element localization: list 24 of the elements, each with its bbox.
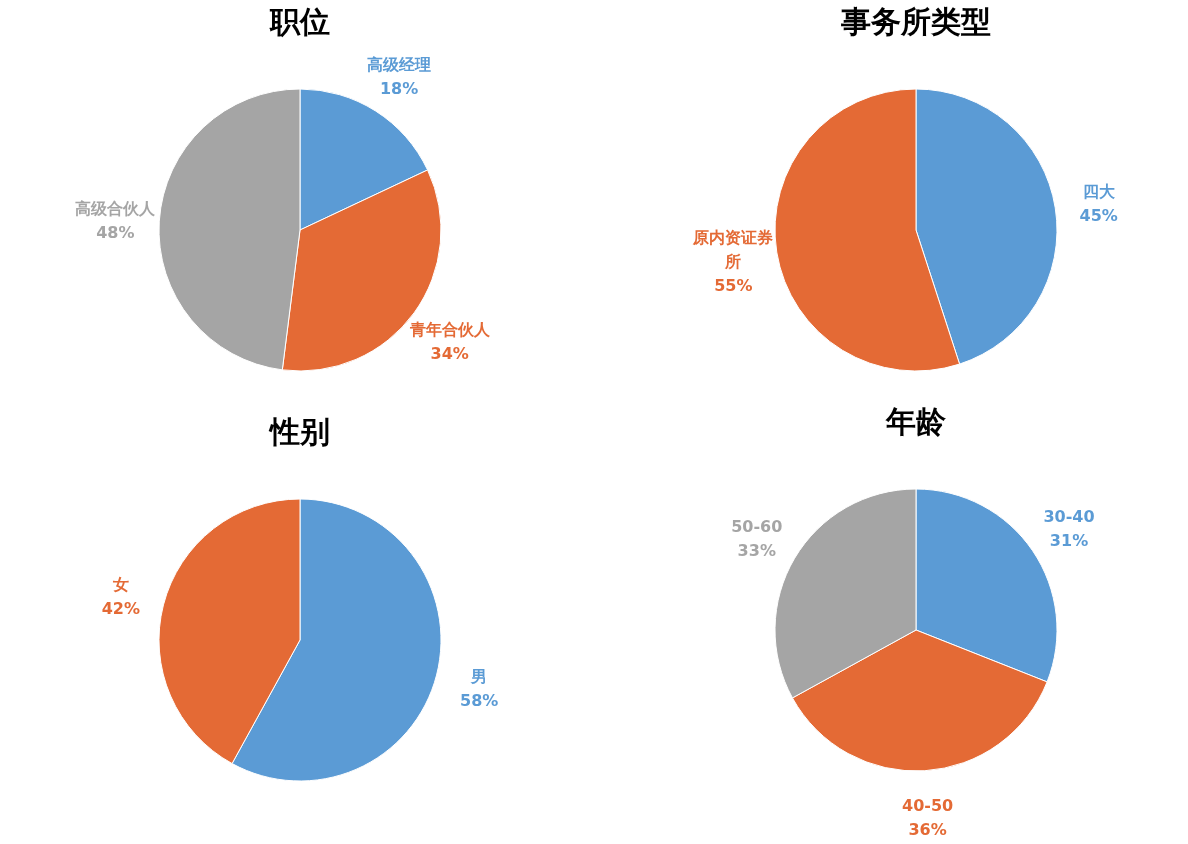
slice-label: 30-40: [1043, 507, 1095, 527]
data-label: 42%: [101, 598, 140, 618]
data-label: 18%: [379, 78, 419, 98]
chart-title: 年龄: [885, 404, 947, 439]
slice-label: 女: [111, 574, 129, 594]
slice-label: 男: [470, 667, 488, 687]
data-label: 31%: [1049, 531, 1089, 551]
data-label: 36%: [908, 819, 947, 839]
data-label: 55%: [714, 275, 753, 295]
slice-label: 高级合伙人: [75, 199, 157, 219]
chart-title: 性别: [268, 414, 330, 449]
chart-title: 事务所类型: [840, 4, 991, 39]
slice-label: 50-60: [731, 516, 783, 536]
slice-label: 原内资证券所: [692, 227, 774, 271]
chart-title: 职位: [269, 4, 330, 39]
data-label: 33%: [737, 540, 776, 560]
slice-label: 四大: [1082, 182, 1116, 202]
data-label: 58%: [460, 691, 499, 711]
data-label: 34%: [430, 343, 469, 363]
data-label: 48%: [96, 223, 135, 243]
slice-label: 高级经理: [367, 54, 432, 74]
slice-label: 40-50: [902, 795, 954, 815]
data-label: 45%: [1079, 206, 1118, 226]
slice-label: 青年合伙人: [408, 319, 491, 339]
